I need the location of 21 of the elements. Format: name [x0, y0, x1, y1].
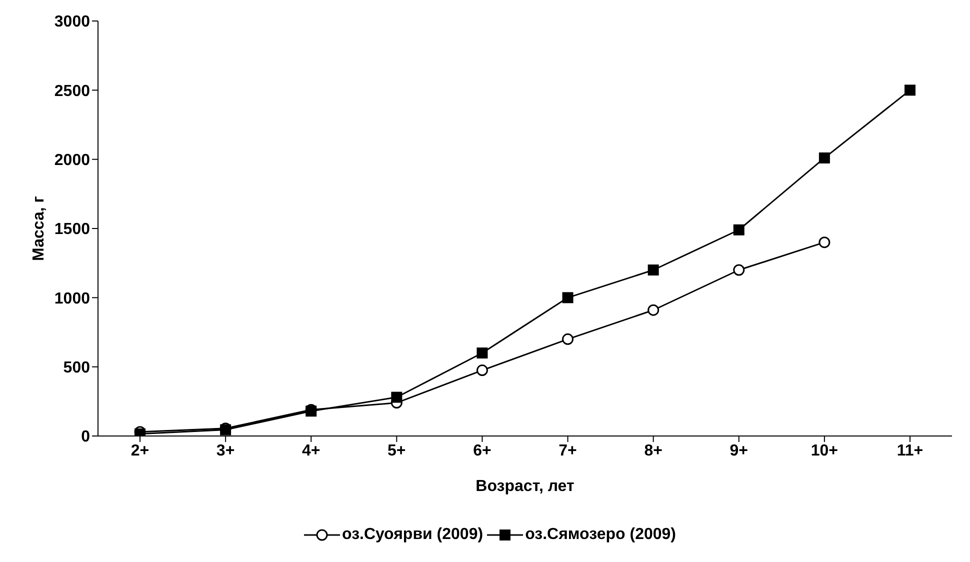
x-tick-label: 9+ — [730, 442, 748, 460]
x-tick-label: 7+ — [558, 442, 577, 460]
y-tick-label: 3000 — [54, 14, 90, 31]
x-tick-label: 5+ — [388, 442, 406, 460]
x-tick-label: 3+ — [216, 442, 235, 460]
x-axis-title: Возраст, лет — [476, 478, 574, 495]
x-tick-label: 6+ — [473, 442, 492, 460]
x-tick-label: 11+ — [896, 442, 924, 460]
y-tick-label: 2500 — [54, 82, 90, 100]
legend-label: оз.Сямозеро (2009) — [525, 526, 676, 544]
y-axis-title: Масса, г — [30, 196, 48, 261]
x-tick-label: 10+ — [810, 442, 838, 460]
y-tick-label: 0 — [81, 428, 90, 446]
y-tick-label: 1500 — [54, 221, 90, 238]
y-tick-label: 500 — [63, 360, 90, 377]
x-tick-label: 8+ — [644, 442, 662, 460]
y-tick-label: 2000 — [54, 152, 90, 170]
x-tick-label: 2+ — [130, 442, 150, 460]
y-tick-label: 1000 — [54, 290, 90, 308]
legend-label: оз.Суоярви (2009) — [342, 526, 484, 544]
x-tick-label: 4+ — [302, 442, 320, 460]
